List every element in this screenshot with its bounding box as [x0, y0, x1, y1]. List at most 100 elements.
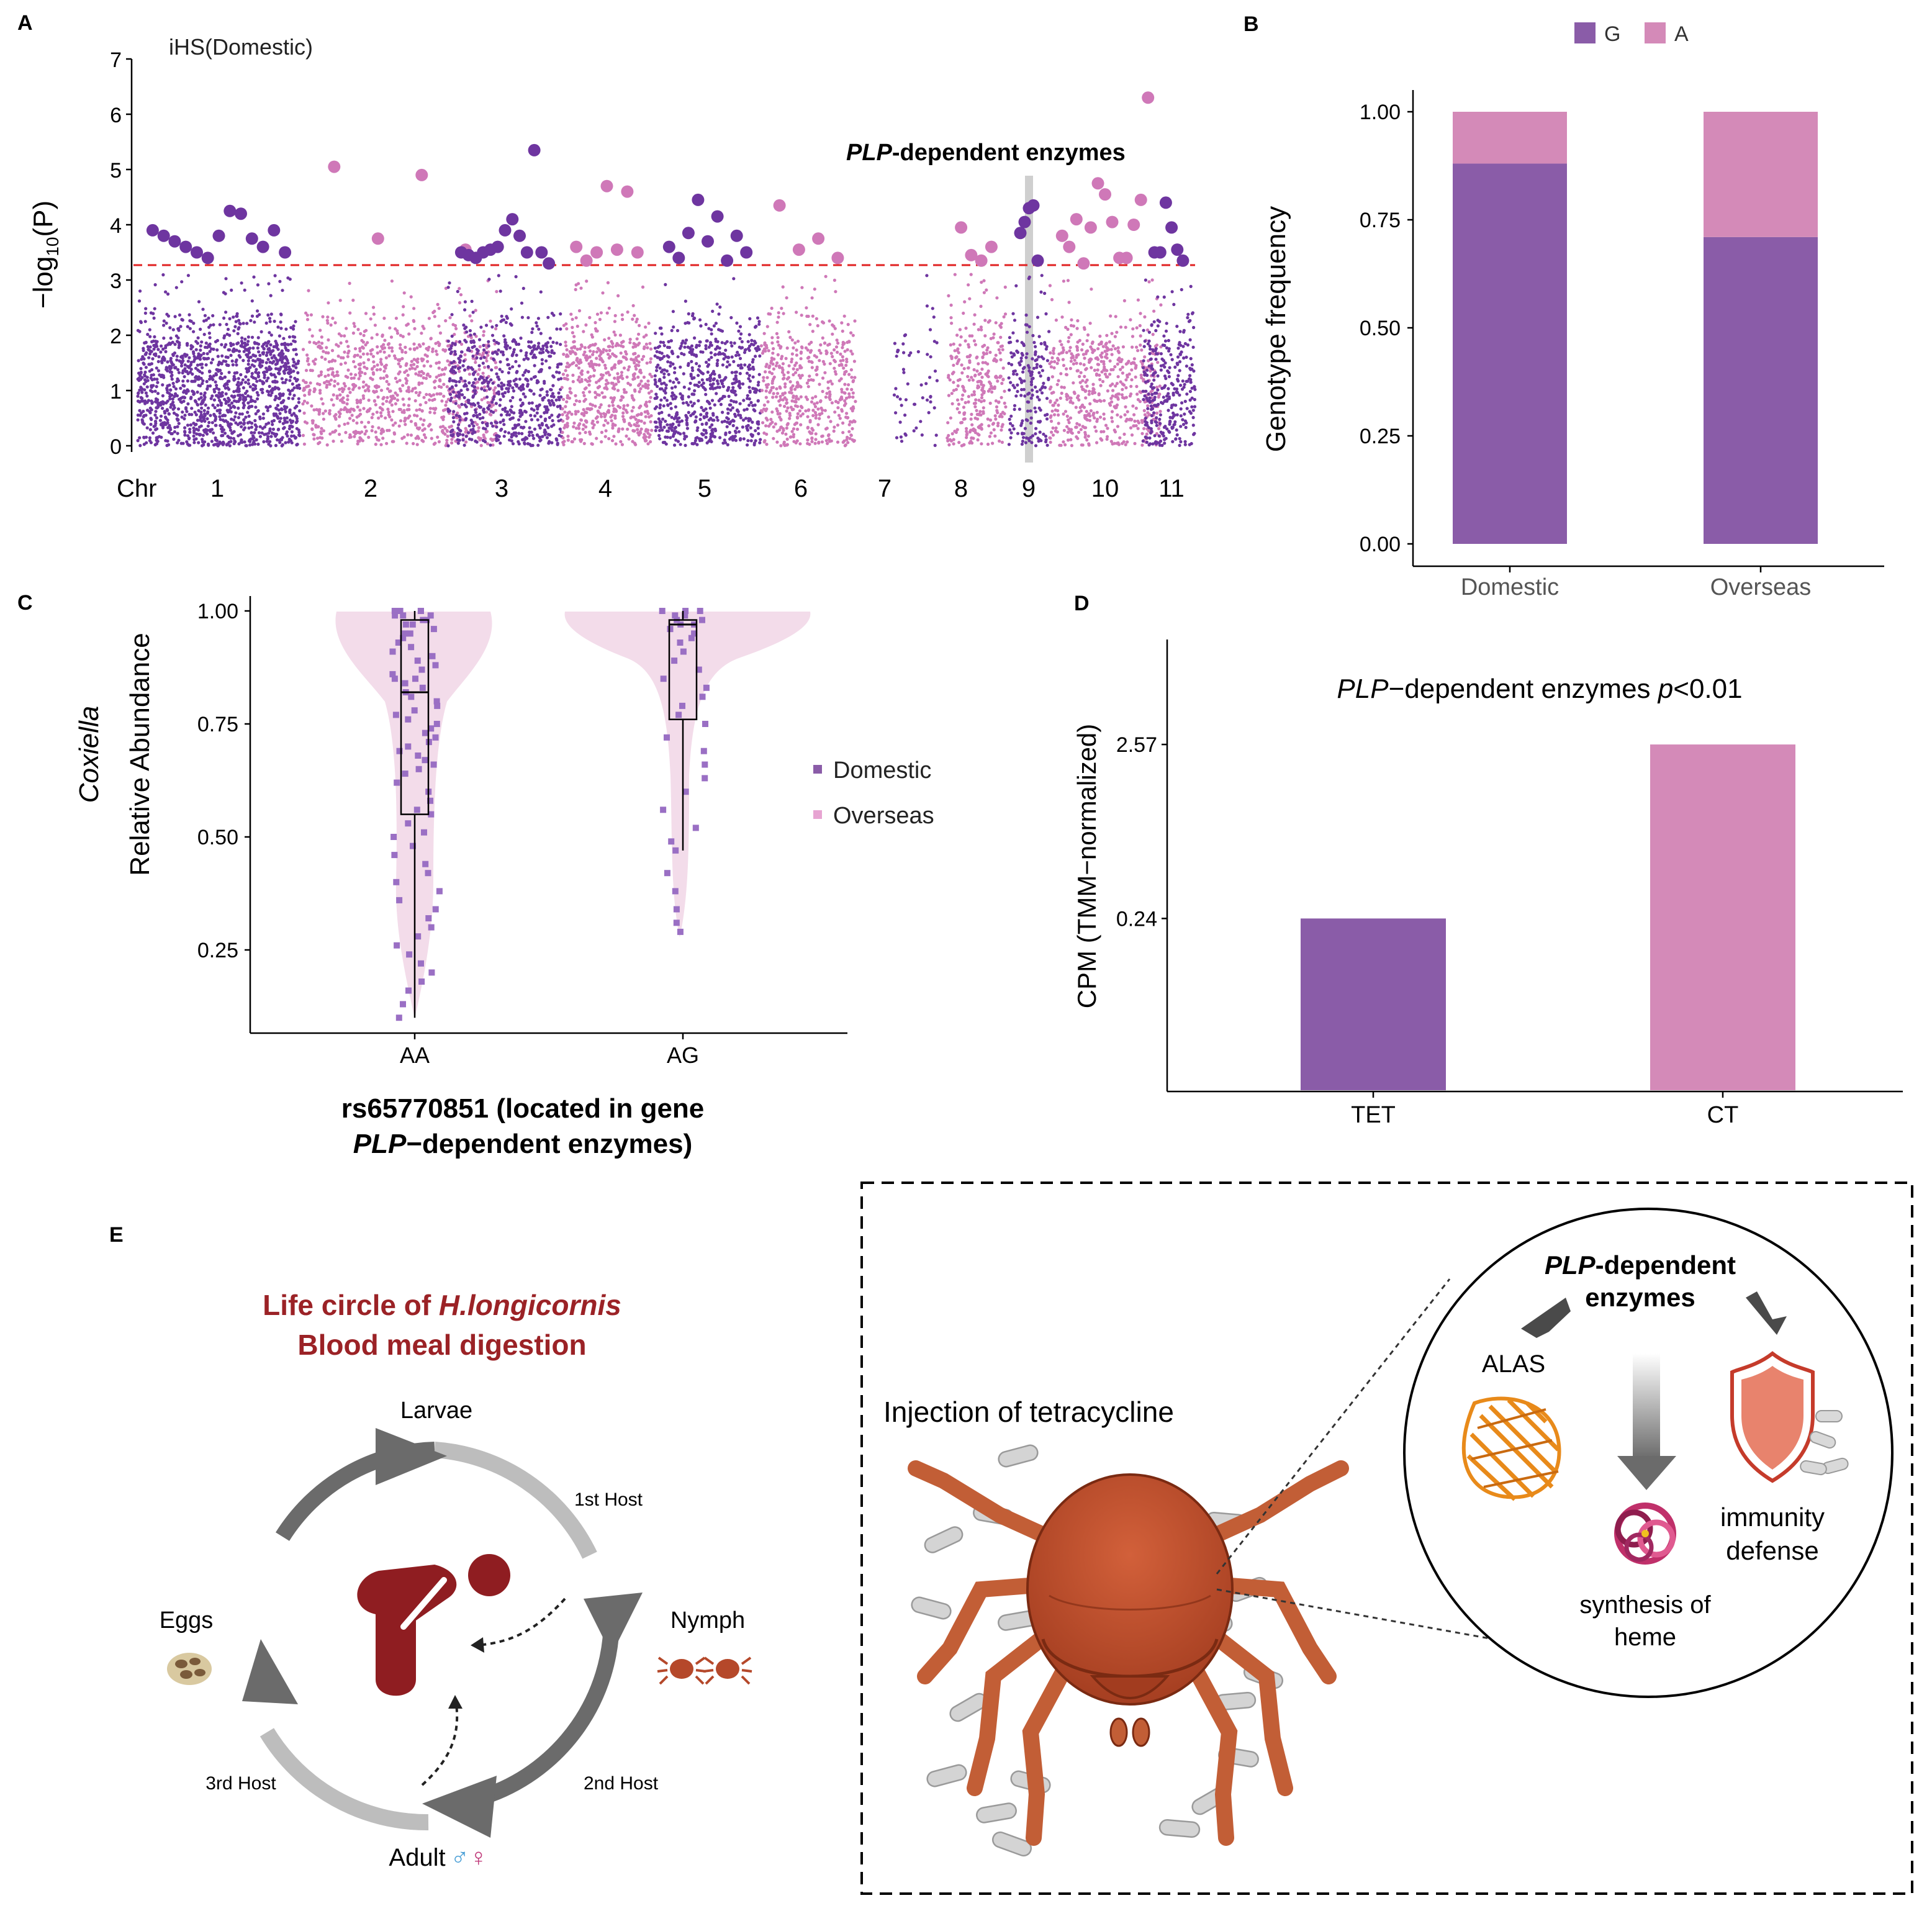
background-point — [970, 417, 973, 420]
background-point — [539, 370, 543, 373]
background-point — [673, 443, 676, 446]
background-point — [226, 443, 229, 446]
background-point — [258, 354, 261, 357]
background-point — [295, 363, 298, 366]
background-point — [346, 394, 349, 397]
background-point — [424, 436, 427, 439]
background-point — [235, 389, 238, 392]
background-point — [483, 386, 486, 389]
background-point — [193, 358, 196, 361]
background-point — [146, 333, 149, 336]
background-point — [844, 350, 847, 353]
background-point — [946, 436, 949, 440]
background-point — [505, 347, 508, 350]
background-point — [481, 376, 484, 379]
background-point — [950, 322, 953, 325]
background-point — [222, 291, 225, 294]
background-point — [500, 382, 503, 385]
background-point — [271, 423, 274, 426]
background-point — [566, 377, 569, 381]
background-point — [146, 401, 149, 404]
background-point — [644, 439, 648, 442]
background-point — [264, 366, 268, 369]
background-point — [811, 414, 815, 417]
background-point — [704, 344, 707, 347]
background-point — [794, 404, 797, 407]
background-point — [503, 435, 506, 438]
background-point — [416, 443, 419, 446]
background-point — [709, 383, 712, 386]
background-point — [407, 386, 410, 389]
background-point — [172, 363, 175, 366]
background-point — [621, 340, 625, 343]
background-point — [439, 392, 442, 395]
background-point — [511, 340, 514, 343]
background-point — [900, 435, 903, 438]
background-point — [823, 341, 826, 345]
background-point — [639, 379, 643, 382]
background-point — [840, 321, 843, 324]
background-point — [657, 379, 661, 382]
background-point — [196, 391, 199, 394]
background-point — [148, 369, 151, 373]
background-point — [356, 405, 359, 409]
background-point — [338, 415, 341, 418]
background-point — [779, 444, 782, 447]
background-point — [394, 402, 397, 405]
background-point — [732, 360, 735, 363]
background-point — [466, 412, 469, 415]
background-point — [993, 428, 996, 432]
background-point — [756, 349, 759, 352]
background-point — [220, 362, 223, 365]
background-point — [358, 386, 361, 389]
background-point — [770, 307, 774, 310]
background-point — [742, 418, 745, 422]
background-point — [430, 428, 433, 432]
background-point — [167, 443, 170, 446]
background-point — [237, 381, 240, 384]
background-point — [562, 353, 565, 356]
background-point — [399, 389, 402, 392]
background-point — [848, 395, 851, 399]
background-point — [256, 315, 259, 318]
background-point — [788, 391, 791, 394]
background-point — [643, 422, 646, 425]
background-point — [775, 441, 779, 444]
background-point — [450, 350, 453, 353]
background-point — [215, 439, 219, 442]
background-point — [199, 433, 202, 436]
background-point — [168, 430, 171, 433]
background-point — [333, 380, 336, 383]
background-point — [637, 333, 640, 336]
background-point — [716, 359, 719, 362]
background-point — [690, 345, 693, 348]
background-point — [443, 373, 446, 376]
background-point — [695, 346, 698, 349]
background-point — [584, 346, 587, 349]
background-point — [839, 417, 842, 420]
background-point — [180, 442, 183, 445]
background-point — [760, 409, 763, 412]
background-point — [234, 411, 237, 414]
background-point — [551, 419, 554, 422]
background-point — [204, 314, 207, 317]
background-point — [233, 440, 237, 443]
background-point — [169, 405, 172, 409]
background-point — [428, 411, 431, 414]
background-point — [727, 356, 730, 359]
background-point — [607, 337, 610, 340]
background-point — [341, 400, 344, 404]
background-point — [693, 384, 697, 387]
background-point — [323, 381, 326, 384]
background-point — [531, 351, 534, 354]
background-point — [662, 426, 666, 429]
background-point — [977, 433, 980, 436]
background-point — [613, 417, 616, 420]
background-point — [849, 350, 852, 353]
background-point — [612, 387, 615, 390]
background-point — [261, 427, 264, 430]
background-point — [590, 407, 593, 410]
background-point — [268, 440, 271, 443]
background-point — [956, 399, 959, 402]
background-point — [343, 334, 346, 337]
